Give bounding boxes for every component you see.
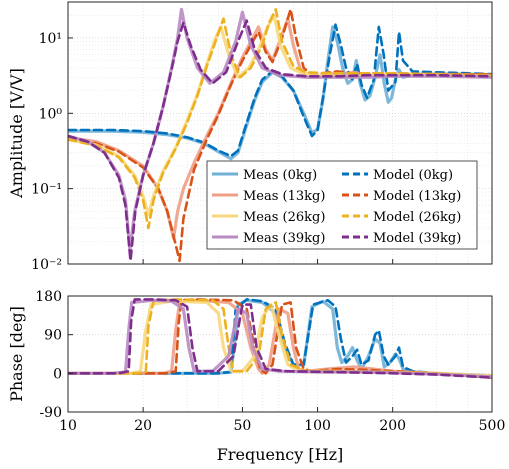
legend-label: Meas (13kg) (243, 189, 325, 204)
phase-ytick-label: 180 (35, 289, 62, 305)
phase-series (68, 298, 492, 379)
amplitude-ytick-label: 10¹ (39, 31, 62, 47)
legend-label: Model (26kg) (373, 210, 461, 225)
phase-xlabel: Frequency [Hz] (217, 445, 344, 464)
amplitude-frame (67, 1, 493, 265)
legend-label: Model (39kg) (373, 231, 461, 246)
phase-ticks: 10 20 50 100 200 500 -90 0 90 180 (35, 289, 505, 434)
phase-line-model-39kg (68, 298, 492, 379)
legend: Meas (0kg) Meas (13kg) Meas (26kg) Meas (39… (206, 160, 478, 250)
phase-grid (68, 296, 492, 412)
legend-label: Meas (39kg) (243, 231, 325, 246)
amplitude-line-meas-0kg (68, 25, 492, 161)
legend-label: Model (13kg) (373, 189, 461, 204)
amplitude-ylabel: Amplitude [V/V] (7, 68, 26, 199)
amplitude-line-model-13kg (68, 8, 492, 263)
amplitude-ticks: 10⁻² 10⁻¹ 10⁰ 10¹ (31, 31, 493, 273)
phase-ylabel: Phase [deg] (7, 306, 26, 402)
legend-label: Meas (0kg) (243, 168, 317, 183)
legend-label: Model (0kg) (373, 168, 453, 183)
phase-ytick-label: 0 (53, 366, 62, 382)
phase-xtick-label: 10 (59, 418, 77, 434)
phase-ytick-label: 90 (44, 328, 62, 344)
amplitude-series (68, 7, 492, 263)
amplitude-ytick-label: 10⁻¹ (31, 182, 62, 198)
amplitude-line-model-39kg (68, 19, 492, 263)
amplitude-line-model-26kg (68, 8, 492, 230)
phase-xtick-label: 500 (479, 418, 506, 434)
amplitude-ytick-label: 10⁻² (31, 257, 62, 273)
legend-label: Meas (26kg) (243, 210, 325, 225)
phase-ytick-label: -90 (39, 405, 62, 421)
phase-xtick-label: 200 (379, 418, 406, 434)
legend-box (206, 160, 478, 250)
phase-xtick-label: 20 (134, 418, 152, 434)
legend-entries: Meas (0kg) Meas (13kg) Meas (26kg) Meas (39… (212, 168, 461, 246)
phase-panel: 10 20 50 100 200 500 -90 0 90 180 Phase [deg] Fre… (7, 289, 505, 464)
phase-line-model-0kg (68, 298, 492, 379)
amplitude-ytick-label: 10⁰ (39, 106, 63, 122)
phase-xtick-label: 50 (234, 418, 252, 434)
phase-line-model-26kg (68, 298, 492, 379)
phase-frame (67, 295, 493, 413)
phase-xtick-label: 100 (304, 418, 331, 434)
